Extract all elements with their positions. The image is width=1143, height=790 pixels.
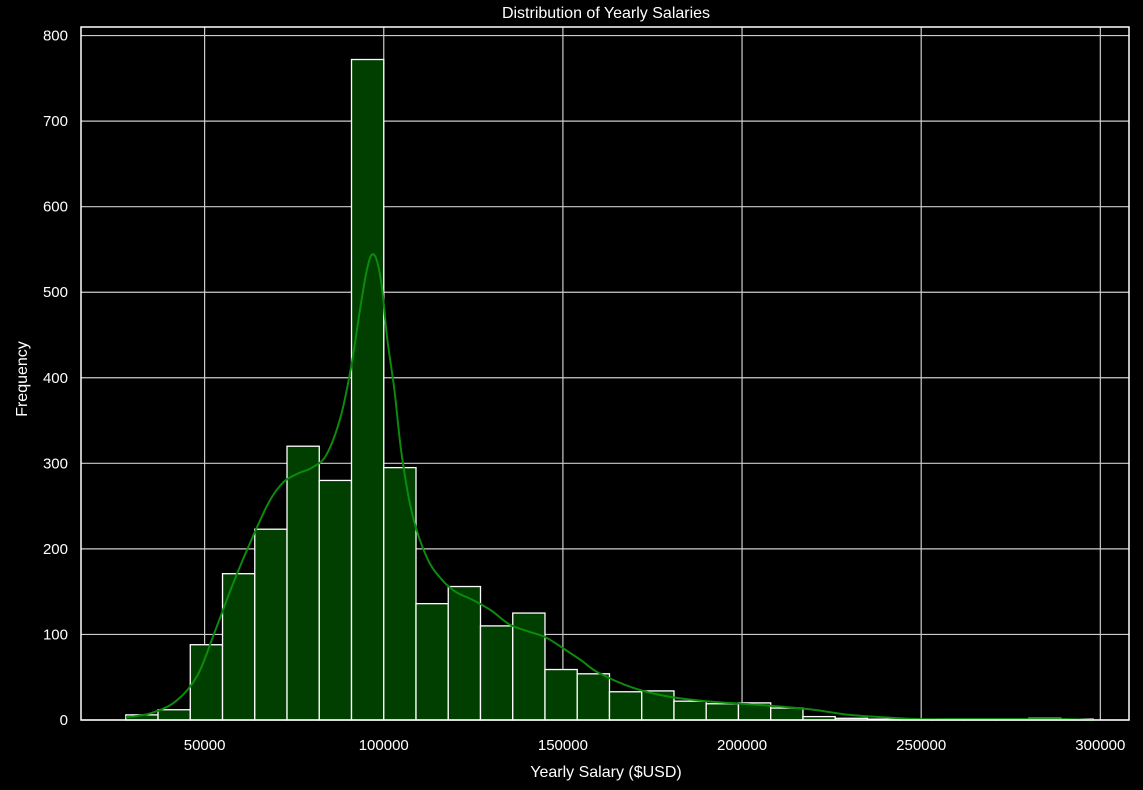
y-tick-label: 400 [43, 370, 68, 387]
chart-title: Distribution of Yearly Salaries [502, 5, 710, 22]
histogram-bar [318, 479, 353, 721]
x-axis-title: Yearly Salary ($USD) [530, 764, 681, 781]
y-tick-label: 500 [43, 284, 68, 301]
y-tick-label: 100 [43, 626, 68, 643]
y-tick-label: 800 [43, 28, 68, 45]
x-tick-labels: 50000 100000 150000 200000 250000 300000 [184, 737, 1126, 754]
histogram-bar [350, 58, 385, 721]
x-tick-label: 200000 [717, 737, 767, 754]
histogram-bar [705, 703, 740, 721]
histogram-bar [254, 528, 288, 721]
x-tick-label: 50000 [184, 737, 226, 754]
kde-curve-layer [125, 253, 1094, 721]
y-tick-label: 600 [43, 199, 68, 216]
histogram-bars [125, 58, 1094, 721]
y-tick-label: 0 [60, 712, 68, 729]
x-tick-label: 150000 [538, 737, 588, 754]
x-tick-label: 250000 [896, 737, 946, 754]
histogram-bar [447, 585, 482, 721]
histogram-bar [479, 625, 514, 721]
histogram-bar [673, 700, 707, 721]
y-tick-label: 300 [43, 455, 68, 472]
histogram-bar [415, 602, 449, 721]
y-tick-label: 700 [43, 113, 68, 130]
histogram-bar [512, 612, 546, 721]
y-axis-title: Frequency [14, 341, 31, 417]
histogram-bar [576, 673, 611, 721]
x-tick-label: 100000 [359, 737, 409, 754]
y-tick-labels: 0 100 200 300 400 500 600 700 800 [43, 28, 68, 729]
kde-curve [125, 253, 1094, 721]
histogram-bar [544, 668, 578, 721]
histogram-bar [770, 707, 804, 721]
plot-frame [80, 26, 1130, 721]
y-tick-label: 200 [43, 541, 68, 558]
histogram-bar [286, 445, 320, 721]
histogram-bar [608, 691, 643, 721]
x-tick-label: 300000 [1075, 737, 1125, 754]
histogram-bar [157, 709, 191, 721]
